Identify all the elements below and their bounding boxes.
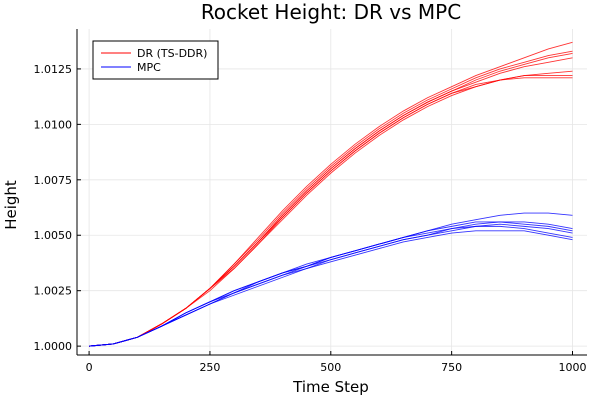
x-tick-label: 0 — [86, 361, 93, 374]
x-tick-label: 500 — [320, 361, 341, 374]
y-tick-labels: 1.0000 1.0025 1.0050 1.0075 1.0100 1.0125 — [34, 63, 73, 353]
chart-title: Rocket Height: DR vs MPC — [201, 0, 461, 24]
legend-label-mpc: MPC — [137, 61, 161, 74]
legend: DR (TS-DDR) MPC — [92, 40, 219, 80]
y-tick-label: 1.0050 — [34, 229, 73, 242]
y-tick-label: 1.0025 — [34, 285, 73, 298]
legend-label-dr: DR (TS-DDR) — [137, 47, 207, 60]
series-line-mpc-9 — [89, 221, 573, 347]
x-tick-label: 250 — [199, 361, 220, 374]
x-axis-title: Time Step — [292, 378, 369, 396]
y-axis-title: Height — [2, 180, 20, 230]
x-tick-labels: 0 250 500 750 1000 — [86, 361, 587, 374]
y-tick-label: 1.0100 — [34, 118, 73, 131]
series-line-mpc-12 — [89, 230, 573, 347]
y-tick-label: 1.0000 — [34, 340, 73, 353]
x-tick-label: 1000 — [558, 361, 586, 374]
y-tick-label: 1.0075 — [34, 174, 73, 187]
series-line-dr-6 — [89, 77, 573, 347]
x-tick-label: 750 — [441, 361, 462, 374]
legend-box — [92, 40, 219, 80]
y-tick-label: 1.0125 — [34, 63, 73, 76]
axes — [76, 29, 587, 356]
grid-lines — [77, 29, 587, 355]
series-layer — [89, 41, 573, 347]
